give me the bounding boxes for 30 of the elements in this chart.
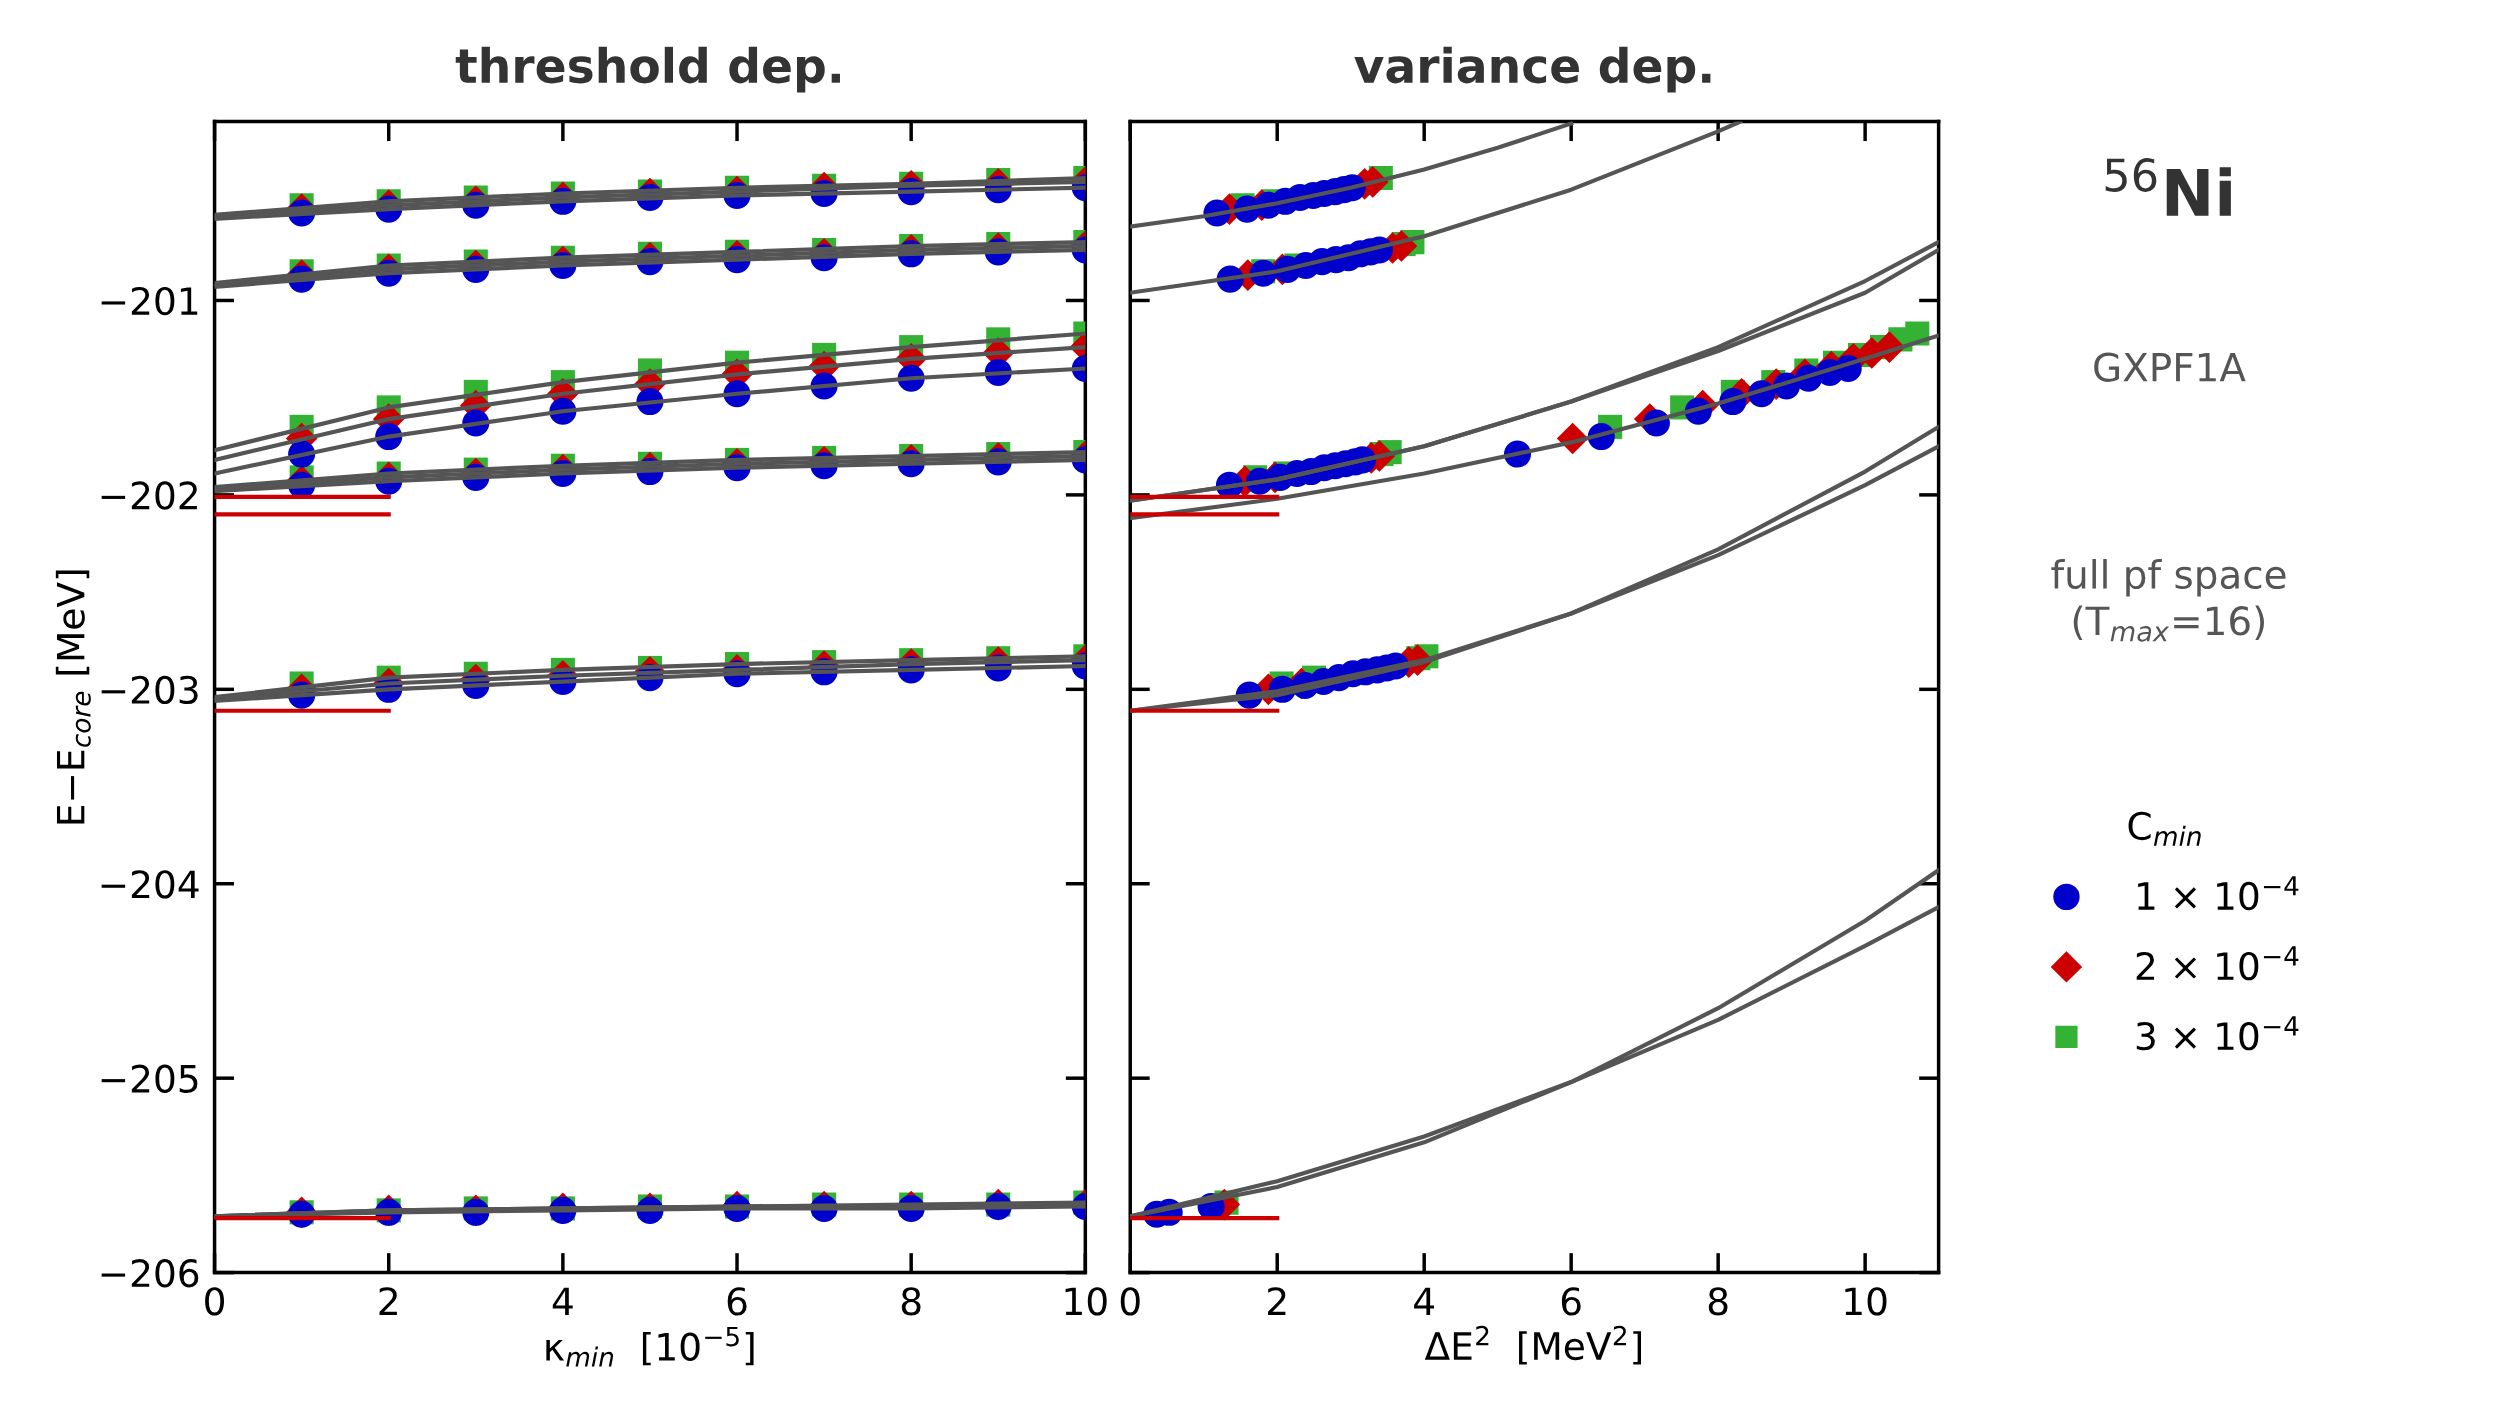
y-tick-label: −202	[101, 481, 197, 510]
x-tick-label: 4	[1414, 1287, 1435, 1315]
text: GXPF1A	[2094, 352, 2246, 382]
x-tick-label: 8	[901, 1287, 921, 1316]
x-tick-label: 2	[1268, 1287, 1286, 1315]
legend-label: 3 × 10$^{−4}$	[2136, 1016, 2299, 1051]
y-tick-label: −201	[101, 286, 198, 316]
y-tick-label: −206	[101, 1259, 199, 1288]
x-tick-label: 4	[552, 1287, 573, 1315]
y-tick-label: −205	[101, 1064, 198, 1093]
x-tick-label: 2	[379, 1287, 397, 1315]
y-tick-label: −204	[101, 870, 199, 899]
x-tick-label: 6	[1561, 1287, 1581, 1316]
legend-label: 1 × 10$^{−4}$	[2138, 876, 2299, 911]
text: $^{56}$Ni	[2105, 158, 2231, 216]
chart-title: variance dep.	[1354, 46, 1711, 93]
chart-title: threshold dep.	[455, 46, 840, 93]
x-axis-title: κ$_{min}$ [10$^{−5}$]	[546, 1326, 754, 1367]
x-tick-label: 0	[1120, 1287, 1140, 1316]
x-axis-title: ΔE$^{2}$ [MeV$^{2}$]	[1424, 1325, 1642, 1365]
x-tick-label: 10	[1845, 1287, 1887, 1316]
legend-label: 2 × 10$^{−4}$	[2136, 946, 2299, 981]
legend-title: C$_{min}$	[2128, 811, 2201, 846]
y-axis-title: E−E$_{core}$ [MeV]	[55, 570, 91, 824]
x-tick-label: 8	[1708, 1287, 1728, 1316]
x-tick-label: 0	[205, 1287, 225, 1316]
x-tick-label: 10	[1065, 1287, 1107, 1316]
y-tick-label: −203	[101, 675, 198, 705]
text: full pf space (T$_{max}$=16)	[2051, 558, 2286, 642]
x-tick-label: 6	[727, 1287, 747, 1316]
